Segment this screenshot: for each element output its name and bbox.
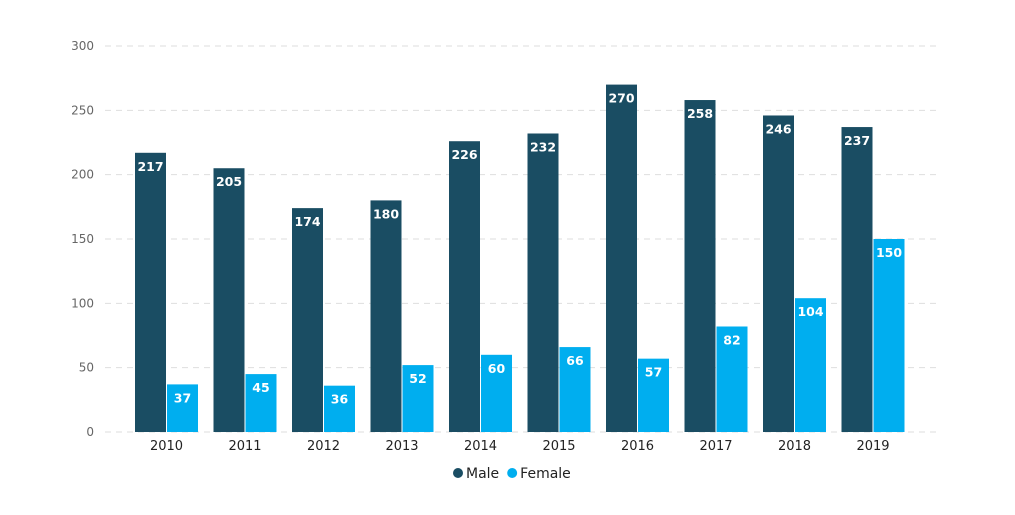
bar-female-2011 [245,374,277,432]
x-tick-label-2015: 2015 [542,439,575,454]
bar-male-2016 [606,84,637,432]
y-tick-label-300: 300 [71,39,94,53]
legend-marker-female [507,468,518,478]
x-tick-label-2017: 2017 [699,439,732,454]
data-label-male-2016: 270 [608,91,634,106]
legend-marker-male [453,468,463,478]
legend-label-male: Male [466,466,499,482]
bar-male-2019 [841,127,873,432]
y-tick-label-200: 200 [71,168,94,182]
x-tick-label-2018: 2018 [778,439,811,454]
bar-male-2013 [370,200,402,432]
data-label-male-2014: 226 [451,147,477,162]
data-label-male-2017: 258 [687,106,713,121]
data-label-male-2011: 205 [216,174,242,189]
data-label-male-2012: 174 [294,214,320,229]
data-labels: 217 37 205 45 174 36 180 52 226 60 232 66 270 57 258 82… [137,91,902,407]
y-tick-label-250: 250 [71,103,94,117]
bar-male-2011 [213,168,245,432]
y-tick-label-0: 0 [86,425,94,439]
x-tick-label-2012: 2012 [307,439,340,454]
y-tick-label-150: 150 [71,232,94,246]
bar-male-2014 [449,141,480,433]
data-label-female-2018: 104 [797,304,823,319]
x-tick-label-2010: 2010 [150,439,183,454]
y-tick-label-100: 100 [71,296,94,310]
x-axis: 2010 2011 2012 2013 2014 2015 2016 2017 2018 2019 [150,439,890,454]
bar-female-2019 [873,239,905,432]
data-label-female-2014: 60 [488,361,506,376]
data-label-female-2011: 45 [252,380,269,395]
bar-male-2017 [684,100,716,432]
bars [135,84,905,433]
x-tick-label-2016: 2016 [621,439,654,454]
y-axis: 0 50 100 150 200 250 300 [71,39,94,439]
data-label-male-2010: 217 [137,159,163,174]
legend: Male Female [453,466,571,482]
data-label-male-2018: 246 [765,121,791,136]
bar-male-2018 [763,115,794,432]
x-tick-label-2011: 2011 [228,439,261,454]
legend-label-female: Female [520,466,571,482]
bar-female-2018 [795,298,826,432]
bar-male-2015 [527,133,559,432]
bar-female-2016 [638,358,669,432]
data-label-male-2013: 180 [373,206,399,221]
x-tick-label-2019: 2019 [856,439,889,454]
bar-male-2012 [292,208,323,432]
x-tick-label-2013: 2013 [385,439,418,454]
x-tick-label-2014: 2014 [464,439,497,454]
data-label-female-2017: 82 [723,332,740,347]
data-label-male-2015: 232 [530,139,556,154]
data-label-female-2016: 57 [645,365,662,380]
bar-female-2017 [716,326,748,432]
data-label-female-2015: 66 [566,353,584,368]
bar-female-2014 [481,354,512,432]
data-label-male-2019: 237 [844,133,870,148]
bar-male-2010 [135,152,166,432]
y-tick-label-50: 50 [79,361,94,375]
data-label-female-2019: 150 [876,245,902,260]
data-label-female-2010: 37 [174,390,191,405]
bar-female-2010 [167,384,198,432]
data-label-female-2013: 52 [409,371,426,386]
bar-female-2013 [402,365,434,432]
bar-female-2015 [559,347,591,432]
bar-female-2012 [324,385,355,432]
data-label-female-2012: 36 [331,392,349,407]
